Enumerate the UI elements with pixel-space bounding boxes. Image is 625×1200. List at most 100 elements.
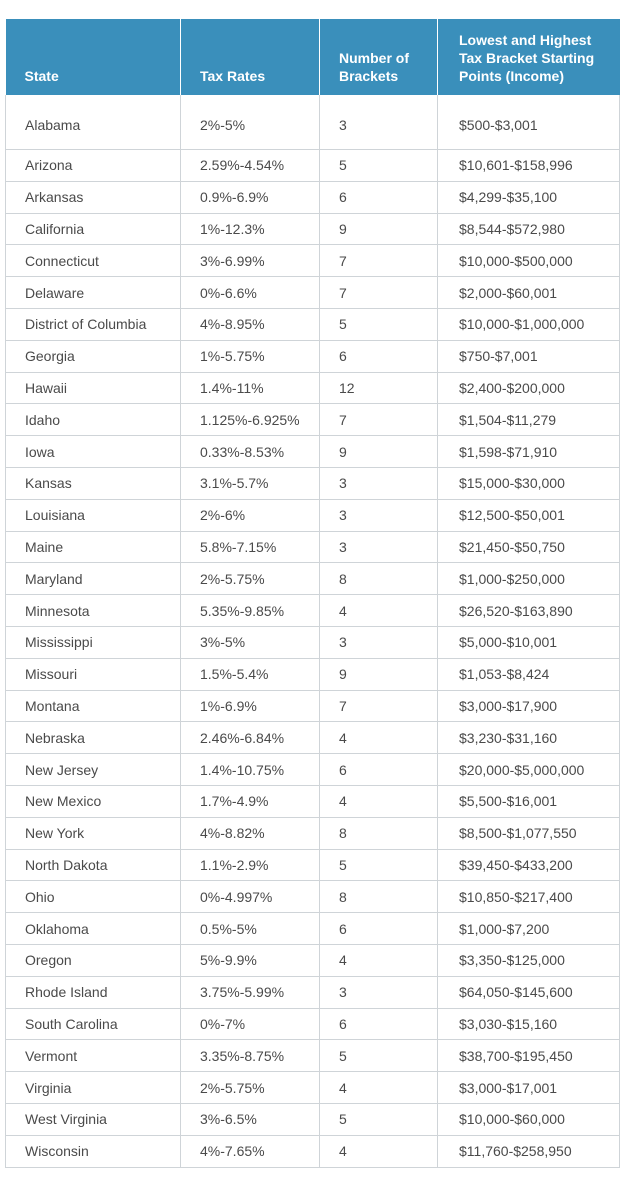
tax-rates-cell: 1%-12.3% [180, 213, 320, 246]
brackets-count-cell: 4 [319, 1135, 438, 1168]
tax-rates-cell: 4%-8.95% [180, 308, 320, 341]
brackets-count-cell: 12 [319, 372, 438, 405]
table-row: Connecticut 3%-6.99% 7 $10,000-$500,000 [5, 244, 620, 278]
state-cell: Connecticut [5, 244, 181, 278]
table-row: Iowa 0.33%-8.53% 9 $1,598-$71,910 [5, 435, 620, 468]
state-cell: West Virginia [5, 1103, 181, 1136]
brackets-count-cell: 6 [319, 1008, 438, 1041]
state-cell: Rhode Island [5, 976, 181, 1009]
brackets-count-cell: 4 [319, 594, 438, 627]
tax-rates-cell: 3%-5% [180, 626, 320, 659]
state-cell: South Carolina [5, 1008, 181, 1041]
state-cell: Nebraska [5, 721, 181, 755]
starting-points-cell: $15,000-$30,000 [437, 467, 620, 500]
starting-points-cell: $3,000-$17,001 [437, 1071, 620, 1104]
state-cell: North Dakota [5, 849, 181, 882]
state-cell: Georgia [5, 340, 181, 373]
state-cell: Maine [5, 531, 181, 564]
brackets-count-cell: 6 [319, 181, 438, 214]
state-cell: Delaware [5, 276, 181, 309]
tax-rates-cell: 1.4%-11% [180, 372, 320, 405]
tax-rates-cell: 3.75%-5.99% [180, 976, 320, 1009]
table-row: South Carolina 0%-7% 6 $3,030-$15,160 [5, 1008, 620, 1041]
starting-points-cell: $10,850-$217,400 [437, 880, 620, 914]
tax-rates-cell: 0.33%-8.53% [180, 435, 320, 468]
brackets-count-cell: 7 [319, 690, 438, 723]
state-cell: California [5, 213, 181, 246]
starting-points-cell: $38,700-$195,450 [437, 1039, 620, 1073]
state-cell: Mississippi [5, 626, 181, 659]
brackets-count-cell: 3 [319, 626, 438, 659]
state-cell: New Jersey [5, 753, 181, 786]
brackets-count-cell: 5 [319, 1039, 438, 1073]
brackets-count-cell: 5 [319, 849, 438, 882]
table-row: New York 4%-8.82% 8 $8,500-$1,077,550 [5, 817, 620, 850]
brackets-count-cell: 4 [319, 721, 438, 755]
state-cell: Louisiana [5, 499, 181, 532]
tax-rates-cell: 1.4%-10.75% [180, 753, 320, 786]
tax-rates-cell: 1%-6.9% [180, 690, 320, 723]
tax-rates-cell: 1.125%-6.925% [180, 403, 320, 437]
brackets-count-cell: 8 [319, 817, 438, 850]
header-state: State [5, 19, 181, 95]
brackets-count-cell: 3 [319, 95, 438, 150]
header-bracket-starting-points: Lowest and Highest Tax Bracket Starting … [437, 19, 620, 95]
brackets-count-cell: 4 [319, 785, 438, 818]
tax-rates-cell: 5.8%-7.15% [180, 531, 320, 564]
starting-points-cell: $11,760-$258,950 [437, 1135, 620, 1168]
state-cell: Montana [5, 690, 181, 723]
table-row: Louisiana 2%-6% 3 $12,500-$50,001 [5, 499, 620, 532]
table-row: Delaware 0%-6.6% 7 $2,000-$60,001 [5, 276, 620, 309]
table-row: Kansas 3.1%-5.7% 3 $15,000-$30,000 [5, 467, 620, 500]
table-row: Missouri 1.5%-5.4% 9 $1,053-$8,424 [5, 658, 620, 691]
tax-rates-cell: 0%-6.6% [180, 276, 320, 309]
brackets-count-cell: 3 [319, 531, 438, 564]
starting-points-cell: $10,000-$60,000 [437, 1103, 620, 1136]
table-header: State Tax Rates Number of Brackets Lowes… [5, 19, 620, 95]
brackets-count-cell: 9 [319, 658, 438, 691]
table-body: Alabama 2%-5% 3 $500-$3,001 Arizona 2.59%-4.5… [5, 95, 620, 1168]
state-cell: Missouri [5, 658, 181, 691]
tax-rates-cell: 1%-5.75% [180, 340, 320, 373]
tax-rates-cell: 4%-8.82% [180, 817, 320, 850]
tax-rates-cell: 1.7%-4.9% [180, 785, 320, 818]
table-row: Mississippi 3%-5% 3 $5,000-$10,001 [5, 626, 620, 659]
state-cell: Kansas [5, 467, 181, 500]
starting-points-cell: $8,500-$1,077,550 [437, 817, 620, 850]
brackets-count-cell: 8 [319, 562, 438, 596]
brackets-count-cell: 7 [319, 403, 438, 437]
brackets-count-cell: 5 [319, 308, 438, 341]
tax-rates-cell: 2.46%-6.84% [180, 721, 320, 755]
starting-points-cell: $500-$3,001 [437, 95, 620, 150]
table-row: Arkansas 0.9%-6.9% 6 $4,299-$35,100 [5, 181, 620, 214]
table-row: Rhode Island 3.75%-5.99% 3 $64,050-$145,600 [5, 976, 620, 1009]
table-row: Arizona 2.59%-4.54% 5 $10,601-$158,996 [5, 149, 620, 182]
table-row: West Virginia 3%-6.5% 5 $10,000-$60,000 [5, 1103, 620, 1136]
state-cell: District of Columbia [5, 308, 181, 341]
table-row: Ohio 0%-4.997% 8 $10,850-$217,400 [5, 880, 620, 914]
table-row: Vermont 3.35%-8.75% 5 $38,700-$195,450 [5, 1039, 620, 1073]
table-row: Georgia 1%-5.75% 6 $750-$7,001 [5, 340, 620, 373]
state-cell: Virginia [5, 1071, 181, 1104]
starting-points-cell: $8,544-$572,980 [437, 213, 620, 246]
tax-rates-cell: 3%-6.5% [180, 1103, 320, 1136]
starting-points-cell: $3,350-$125,000 [437, 944, 620, 977]
table-row: Oregon 5%-9.9% 4 $3,350-$125,000 [5, 944, 620, 977]
table-row: Idaho 1.125%-6.925% 7 $1,504-$11,279 [5, 403, 620, 437]
starting-points-cell: $39,450-$433,200 [437, 849, 620, 882]
table-row: New Jersey 1.4%-10.75% 6 $20,000-$5,000,000 [5, 753, 620, 786]
state-cell: New York [5, 817, 181, 850]
starting-points-cell: $26,520-$163,890 [437, 594, 620, 627]
brackets-count-cell: 7 [319, 276, 438, 309]
state-cell: New Mexico [5, 785, 181, 818]
brackets-count-cell: 9 [319, 435, 438, 468]
starting-points-cell: $1,504-$11,279 [437, 403, 620, 437]
state-cell: Arizona [5, 149, 181, 182]
table-row: Alabama 2%-5% 3 $500-$3,001 [5, 95, 620, 150]
tax-bracket-table-container: State Tax Rates Number of Brackets Lowes… [5, 19, 620, 1168]
table-row: Oklahoma 0.5%-5% 6 $1,000-$7,200 [5, 912, 620, 945]
tax-rates-cell: 2%-5% [180, 95, 320, 150]
starting-points-cell: $750-$7,001 [437, 340, 620, 373]
table-row: North Dakota 1.1%-2.9% 5 $39,450-$433,200 [5, 849, 620, 882]
state-cell: Maryland [5, 562, 181, 596]
